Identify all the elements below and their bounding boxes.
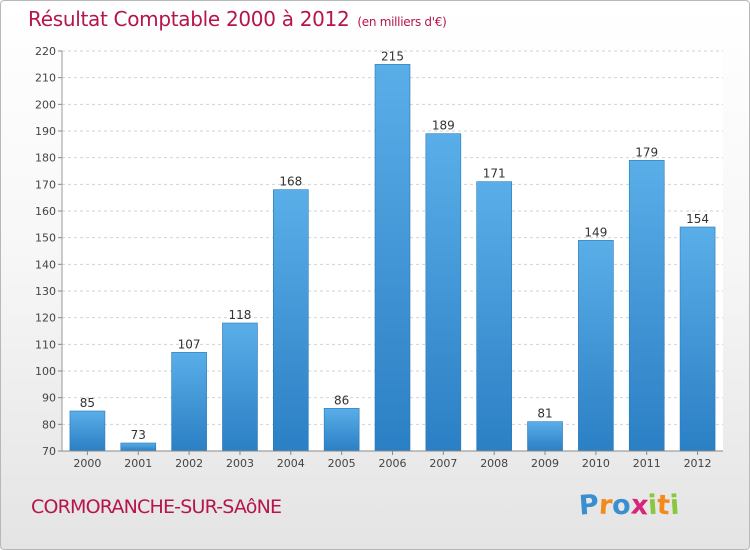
x-axis: 2000 2001 2002 2003 2004 2005 2006 2007 2008 2009… — [62, 450, 723, 470]
y-tick-label: 130 — [35, 285, 56, 298]
x-tick-label: 2006 — [379, 457, 407, 470]
x-tick-label: 2008 — [480, 457, 508, 470]
bar — [374, 64, 411, 452]
bar — [476, 181, 512, 452]
data-label: 215 — [381, 49, 404, 63]
bar — [120, 442, 157, 452]
x-tick-label: 2005 — [328, 457, 356, 470]
data-label: 86 — [334, 393, 349, 407]
y-tick-label: 110 — [35, 338, 56, 351]
y-tick-label: 120 — [35, 312, 56, 325]
x-tick-label: 2010 — [582, 457, 610, 470]
data-label: 118 — [229, 308, 252, 322]
bar — [628, 160, 665, 452]
y-tick-label: 160 — [35, 205, 56, 218]
logo-letter: P — [577, 489, 600, 522]
data-label: 171 — [483, 167, 506, 181]
y-tick-label: 80 — [42, 418, 56, 431]
logo-letter: o — [611, 489, 632, 522]
bar — [527, 421, 563, 452]
data-label: 107 — [178, 337, 201, 351]
bar — [679, 226, 716, 452]
bar — [273, 189, 309, 452]
bar — [171, 352, 207, 452]
y-tick-label: 210 — [35, 72, 56, 85]
y-axis: 70 80 90 100 110 120 130 140 150 160 170 180 190 200 2… — [35, 45, 63, 458]
proxiti-logo: Proxiti — [577, 489, 681, 522]
x-tick-label: 2001 — [124, 457, 152, 470]
data-label: 168 — [279, 175, 302, 189]
y-tick-label: 200 — [35, 98, 56, 111]
x-tick-label: 2007 — [429, 457, 457, 470]
data-label: 179 — [635, 145, 658, 159]
x-tick-label: 2004 — [277, 457, 305, 470]
y-tick-label: 70 — [42, 445, 56, 458]
y-tick-label: 170 — [35, 178, 56, 191]
data-label: 154 — [686, 212, 709, 226]
bar — [425, 133, 462, 452]
data-label: 149 — [584, 225, 607, 239]
data-label: 73 — [131, 428, 146, 442]
bar — [69, 410, 106, 452]
chart-subtitle: (en milliers d'€) — [357, 15, 447, 29]
y-tick-label: 150 — [35, 232, 56, 245]
x-tick-label: 2003 — [226, 457, 254, 470]
y-tick-label: 140 — [35, 258, 56, 271]
data-label: 189 — [432, 119, 455, 133]
x-tick-label: 2002 — [175, 457, 203, 470]
y-tick-label: 180 — [35, 152, 56, 165]
logo-letter: i — [669, 489, 681, 522]
bar — [323, 408, 360, 452]
chart-title-text: Résultat Comptable 2000 à 2012 — [28, 7, 350, 31]
x-tick-label: 2009 — [531, 457, 559, 470]
y-tick-label: 220 — [35, 45, 56, 58]
x-tick-label: 2011 — [633, 457, 661, 470]
x-tick-label: 2012 — [684, 457, 712, 470]
bar — [578, 240, 614, 452]
x-tick-label: 2000 — [73, 457, 101, 470]
chart-title: Résultat Comptable 2000 à 2012 (en millie… — [28, 7, 447, 31]
y-tick-label: 90 — [42, 392, 56, 405]
y-tick-label: 190 — [35, 125, 56, 138]
data-label: 85 — [80, 396, 95, 410]
bar — [222, 322, 258, 452]
y-tick-label: 100 — [35, 365, 56, 378]
bars: 85 73 107 118 168 86 215 189 171 81 149 179 154 — [69, 49, 716, 452]
commune-name: CORMORANCHE-SUR-SAôNE — [31, 496, 282, 518]
data-label: 81 — [537, 407, 552, 421]
